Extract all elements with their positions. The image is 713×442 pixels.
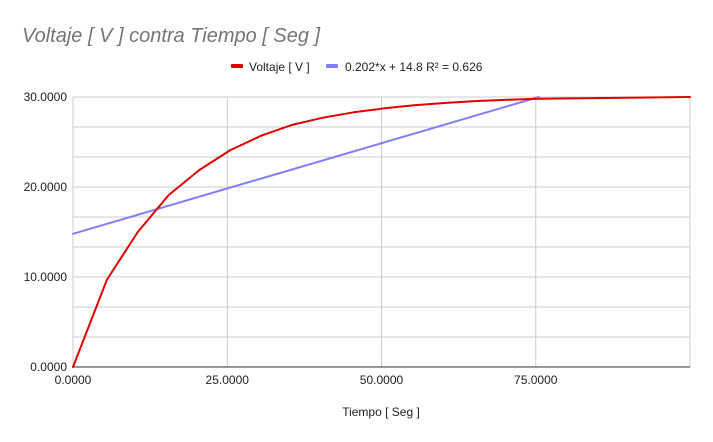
x-axis-ticks: 0.0000 25.0000 50.0000 75.0000	[55, 373, 558, 387]
x-tick-label: 0.0000	[55, 373, 92, 387]
legend-swatch-voltaje	[231, 64, 243, 68]
legend-label-voltaje: Voltaje [ V ]	[249, 60, 310, 74]
gridlines	[72, 96, 691, 368]
x-tick-label: 50.0000	[360, 373, 404, 387]
y-tick-label: 0.0000	[30, 360, 67, 374]
legend-label-trendline: 0.202*x + 14.8 R² = 0.626	[345, 60, 483, 74]
y-axis-ticks: 0.0000 10.0000 20.0000 30.0000	[24, 90, 68, 374]
x-tick-label: 25.0000	[206, 373, 250, 387]
legend: Voltaje [ V ] 0.202*x + 14.8 R² = 0.626	[231, 60, 483, 74]
y-tick-label: 30.0000	[24, 90, 68, 104]
x-axis-title: Tiempo [ Seg ]	[342, 405, 420, 419]
series-lines	[72, 96, 691, 368]
y-tick-label: 20.0000	[24, 180, 68, 194]
chart-title: Voltaje [ V ] contra Tiempo [ Seg ]	[22, 25, 321, 47]
series-line-voltaje	[72, 96, 691, 368]
x-tick-label: 75.0000	[514, 373, 558, 387]
y-tick-label: 10.0000	[24, 270, 68, 284]
legend-swatch-trendline	[326, 64, 338, 68]
series-line-trendline	[72, 96, 540, 235]
